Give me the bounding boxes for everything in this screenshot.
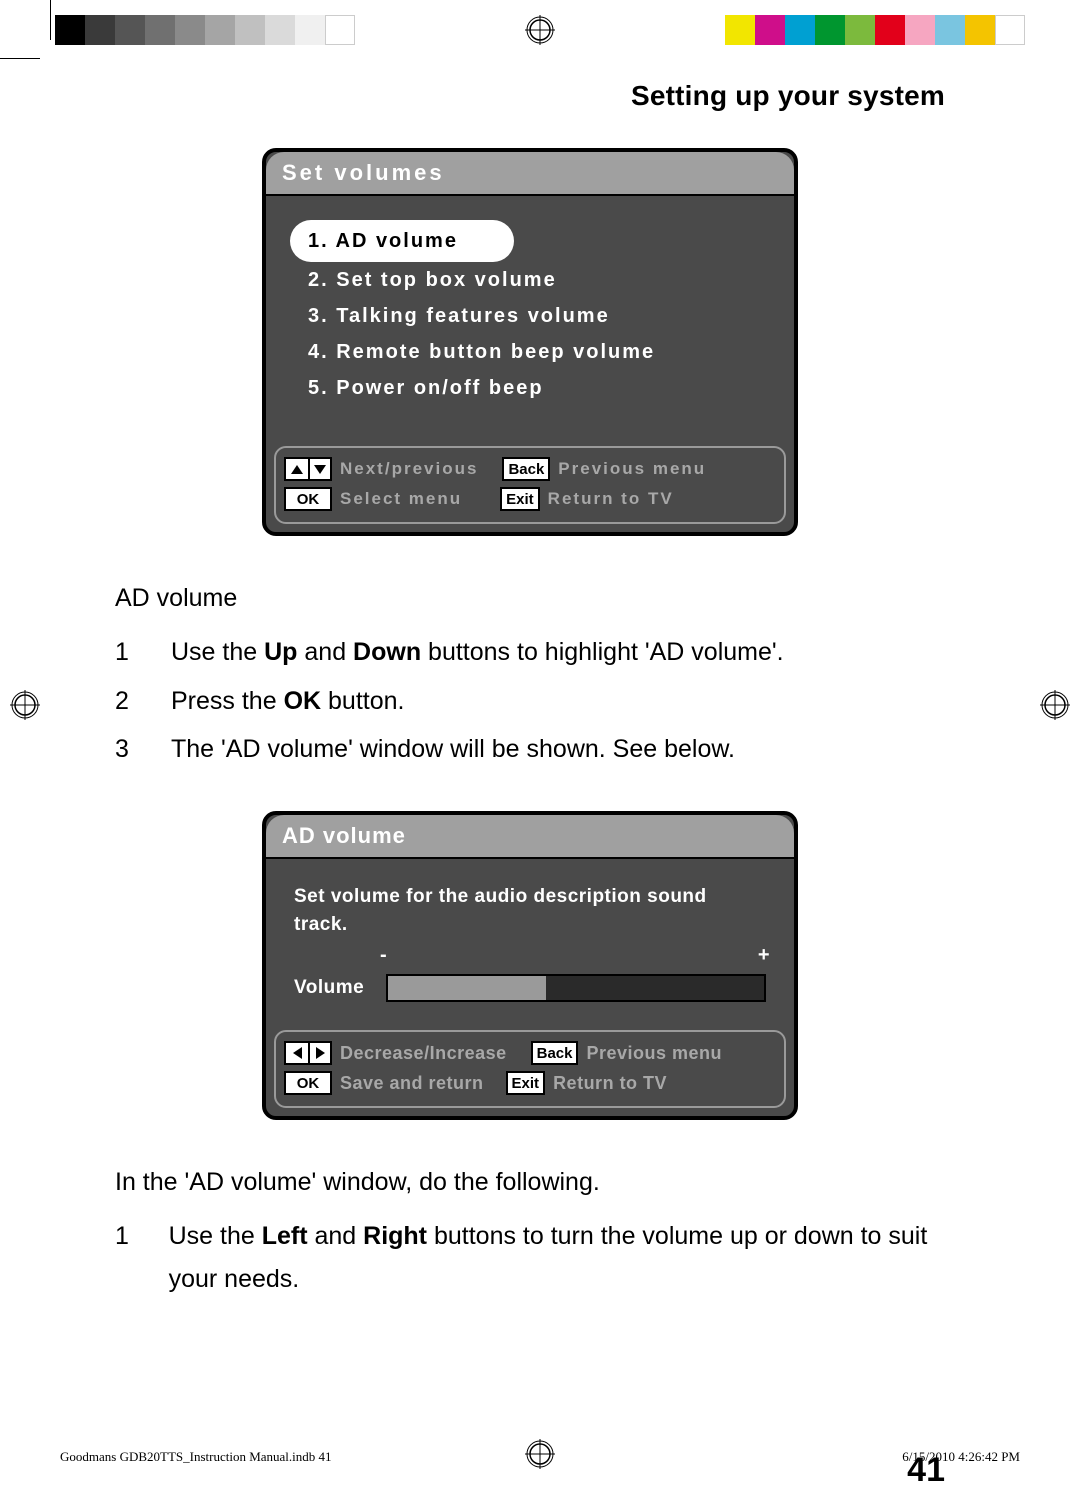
page-content: Setting up your system Set volumes 1. AD…: [115, 80, 945, 1340]
exit-key-icon: Exit: [506, 1071, 546, 1095]
exit-label: Return to TV: [553, 1073, 667, 1094]
menu-item[interactable]: 5. Power on/off beep: [308, 370, 762, 406]
leftright-key-icon: [284, 1041, 332, 1065]
ok-label: Select menu: [340, 489, 462, 509]
step-number: 1: [115, 631, 133, 674]
cmyk-colorbar: [725, 15, 1025, 45]
crop-mark: [0, 58, 40, 59]
volume-plus-minus: - +: [380, 940, 770, 970]
osd-title: AD volume: [266, 815, 794, 859]
updown-key-icon: [284, 457, 332, 481]
paragraph: In the 'AD volume' window, do the follow…: [115, 1168, 945, 1197]
plus-label: +: [758, 940, 770, 970]
ok-key-icon: OK: [284, 1071, 332, 1095]
menu-item[interactable]: 4. Remote button beep volume: [308, 334, 762, 370]
leftright-label: Decrease/Increase: [340, 1043, 507, 1064]
footer-timestamp: 6/15/2010 4:26:42 PM: [902, 1449, 1020, 1465]
step: 1 Use the Left and Right buttons to turn …: [115, 1215, 945, 1300]
back-label: Previous menu: [586, 1043, 722, 1064]
back-key-icon: Back: [502, 457, 550, 481]
footer-filename: Goodmans GDB20TTS_Instruction Manual.ind…: [60, 1449, 332, 1465]
ok-key-icon: OK: [284, 487, 332, 511]
back-key-icon: Back: [531, 1041, 579, 1065]
step: 3 The 'AD volume' window will be shown. S…: [115, 728, 945, 771]
step-number: 2: [115, 680, 133, 723]
updown-label: Next/previous: [340, 459, 478, 479]
osd-footer: Decrease/Increase Back Previous menu OK …: [274, 1030, 786, 1108]
step-number: 3: [115, 728, 133, 771]
minus-label: -: [380, 940, 387, 970]
step: 1 Use the Up and Down buttons to highligh…: [115, 631, 945, 674]
osd-title: Set volumes: [266, 152, 794, 196]
step-text: The 'AD volume' window will be shown. Se…: [171, 728, 735, 771]
volume-label: Volume: [294, 974, 374, 1003]
osd-ad-volume: AD volume Set volume for the audio descr…: [262, 811, 798, 1121]
print-footer: Goodmans GDB20TTS_Instruction Manual.ind…: [60, 1449, 1020, 1465]
step-number: 1: [115, 1215, 131, 1300]
back-label: Previous menu: [558, 459, 706, 479]
osd-description: Set volume for the audio description sou…: [294, 883, 766, 940]
registration-mark-top: [525, 15, 555, 45]
step-text: Use the Up and Down buttons to highlight…: [171, 631, 784, 674]
menu-item[interactable]: 2. Set top box volume: [308, 262, 762, 298]
exit-key-icon: Exit: [500, 487, 540, 511]
section-title: Setting up your system: [115, 80, 945, 112]
osd-footer: Next/previous Back Previous menu OK Sele…: [274, 446, 786, 524]
step: 2 Press the OK button.: [115, 680, 945, 723]
page: Setting up your system Set volumes 1. AD…: [0, 0, 1080, 1491]
osd-body: Set volume for the audio description sou…: [266, 859, 794, 1031]
ok-label: Save and return: [340, 1073, 484, 1094]
crop-mark: [50, 0, 51, 40]
exit-label: Return to TV: [548, 489, 674, 509]
volume-bar: [386, 974, 766, 1002]
menu-item[interactable]: 3. Talking features volume: [308, 298, 762, 334]
osd-set-volumes: Set volumes 1. AD volume2. Set top box v…: [262, 148, 798, 536]
volume-fill: [388, 976, 546, 1000]
registration-mark-left: [10, 690, 40, 720]
steps-list-2: 1 Use the Left and Right buttons to turn …: [115, 1215, 945, 1300]
menu-item[interactable]: 1. AD volume: [290, 220, 514, 262]
step-text: Press the OK button.: [171, 680, 404, 723]
registration-mark-right: [1040, 690, 1070, 720]
step-text: Use the Left and Right buttons to turn t…: [169, 1215, 945, 1300]
steps-list-1: 1 Use the Up and Down buttons to highligh…: [115, 631, 945, 771]
osd-menu-list: 1. AD volume2. Set top box volume3. Talk…: [266, 196, 794, 446]
grayscale-colorbar: [55, 15, 355, 45]
subheading: AD volume: [115, 584, 945, 613]
